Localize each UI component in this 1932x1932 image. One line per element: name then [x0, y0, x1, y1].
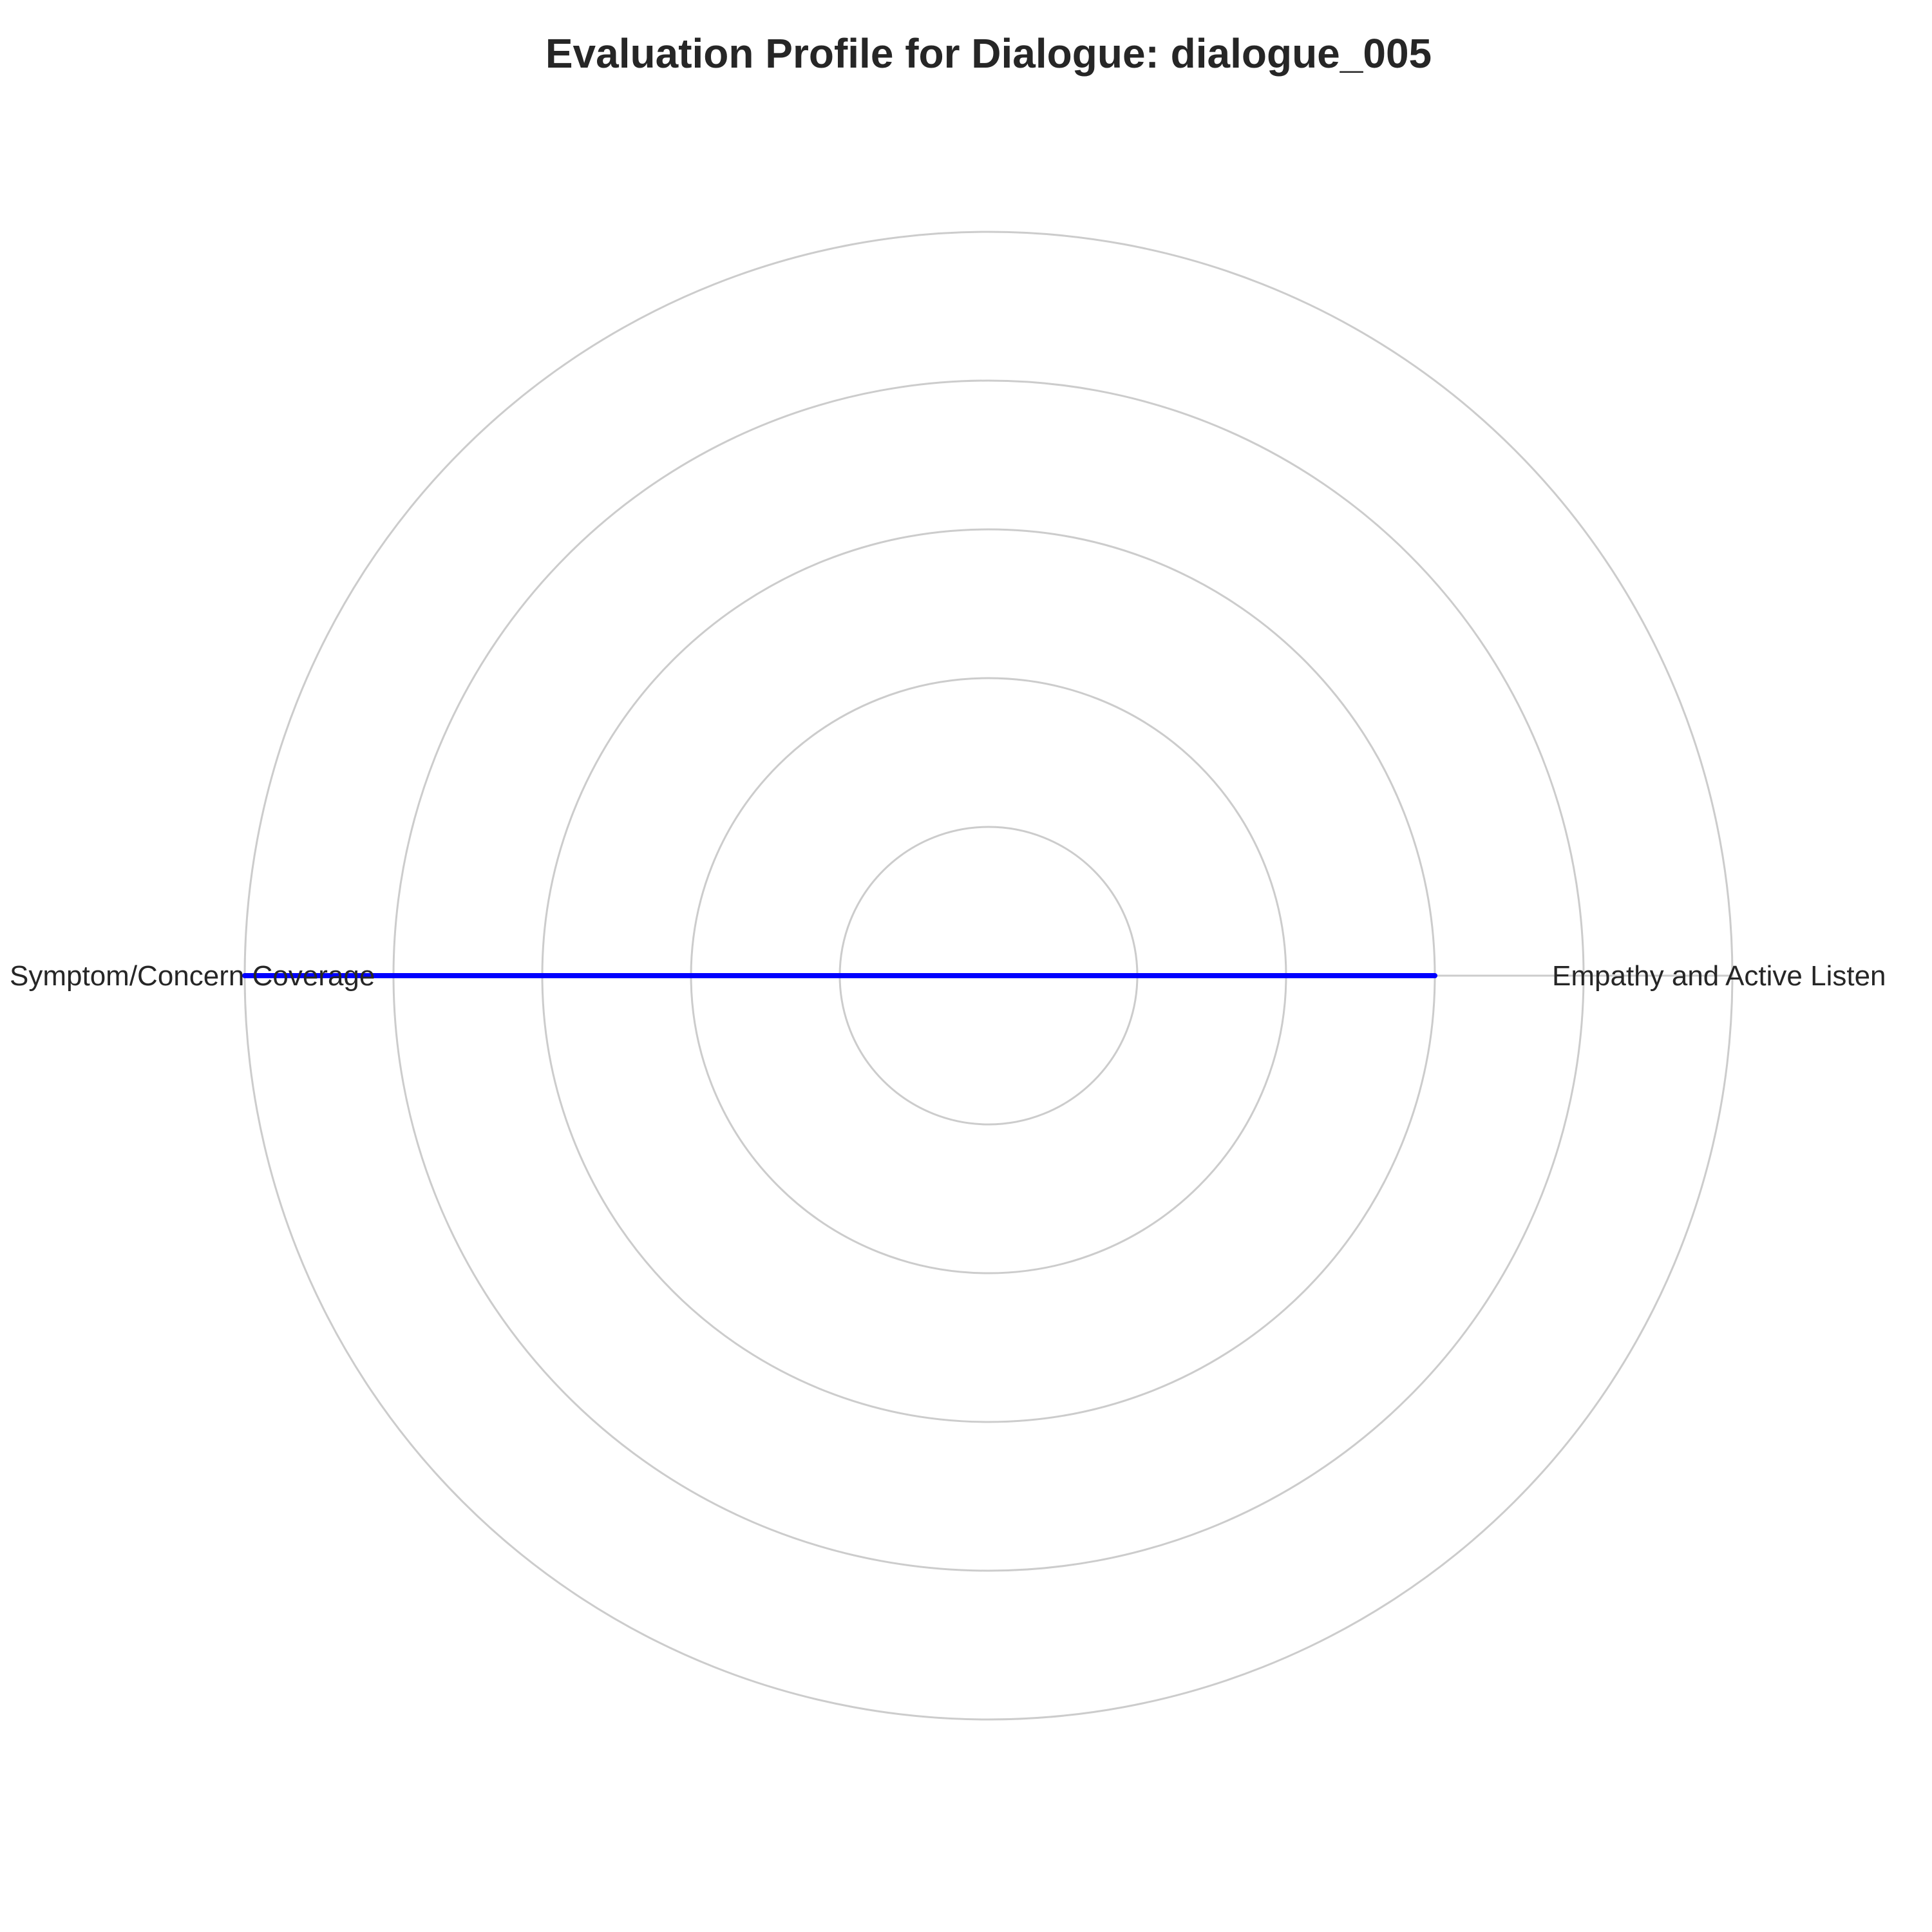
chart-title: Evaluation Profile for Dialogue: dialogu… — [545, 30, 1432, 77]
axis-label-2: Symptom/Concern Coverage — [10, 960, 375, 992]
axis-labels: Empathy and Active Listen Symptom/Concern… — [10, 960, 1886, 992]
axis-label-1: Empathy and Active Listen — [1552, 960, 1886, 992]
